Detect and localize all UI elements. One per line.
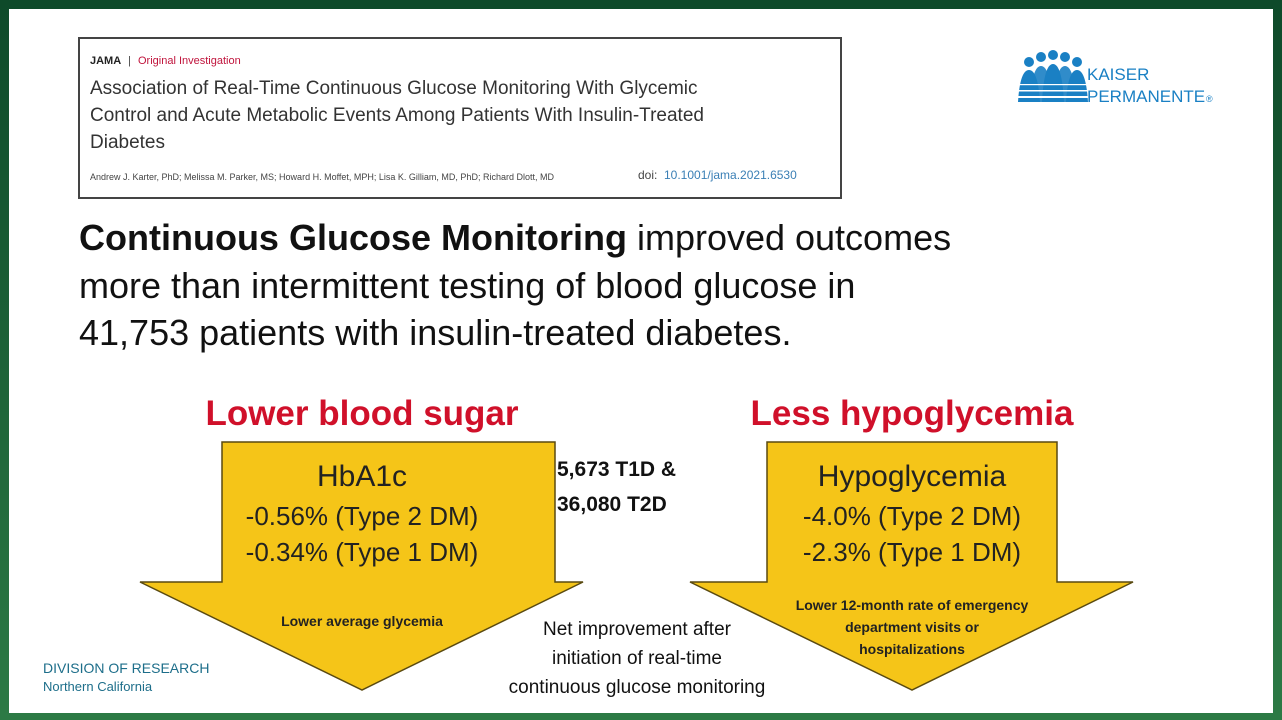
panel-result: -4.0% (Type 2 DM) <box>803 501 1021 531</box>
logo-text: KAISER <box>1087 65 1149 84</box>
authors: Andrew J. Karter, PhD; Melissa M. Parker… <box>90 172 554 182</box>
logo-mark-symbol: ® <box>1206 94 1213 104</box>
down-arrow <box>689 441 1134 691</box>
journal: JAMA <box>90 55 121 67</box>
panel-result: -0.56% (Type 2 DM) <box>246 501 479 531</box>
logo-mark <box>1018 50 1088 102</box>
down-arrow <box>139 441 584 691</box>
panel-note: hospitalizations <box>859 641 965 657</box>
cohort: 5,673 T1D & <box>557 458 676 481</box>
logo-text: PERMANENTE <box>1087 87 1205 106</box>
caption: Net improvement after <box>543 619 732 640</box>
headline-bold: Continuous Glucose Monitoring <box>79 217 627 258</box>
panel-measure: HbA1c <box>317 460 407 493</box>
footer-region: Northern California <box>43 679 153 694</box>
footer-org: DIVISION OF RESEARCH <box>43 660 209 676</box>
caption: initiation of real-time <box>552 648 722 669</box>
headline: Continuous Glucose Monitoring improved ou… <box>79 217 951 258</box>
panel-note: Lower 12-month rate of emergency <box>796 597 1029 613</box>
section: Original Investigation <box>138 55 241 67</box>
headline-text: 41,753 patients with insulin-treated dia… <box>79 312 791 353</box>
panel-note: Lower average glycemia <box>281 613 443 629</box>
cohort: 36,080 T2D <box>557 493 667 516</box>
doi-label: doi: <box>638 168 657 182</box>
panel-heading: Lower blood sugar <box>205 394 518 433</box>
caption: continuous glucose monitoring <box>509 677 766 698</box>
article-title: Association of Real-Time Continuous Gluc… <box>90 78 698 99</box>
headline-text: more than intermittent testing of blood … <box>79 265 855 306</box>
headline-text: improved outcomes <box>637 217 951 258</box>
panel-result: -0.34% (Type 1 DM) <box>246 537 479 567</box>
panel-result: -2.3% (Type 1 DM) <box>803 537 1021 567</box>
doi: 10.1001/jama.2021.6530 <box>664 168 797 182</box>
panel-measure: Hypoglycemia <box>818 460 1007 493</box>
separator: | <box>128 55 131 67</box>
article-title: Control and Acute Metabolic Events Among… <box>90 105 704 126</box>
panel-note: department visits or <box>845 619 979 635</box>
article-title: Diabetes <box>90 132 165 153</box>
panel-heading: Less hypoglycemia <box>751 394 1074 433</box>
citation-box <box>78 37 842 199</box>
